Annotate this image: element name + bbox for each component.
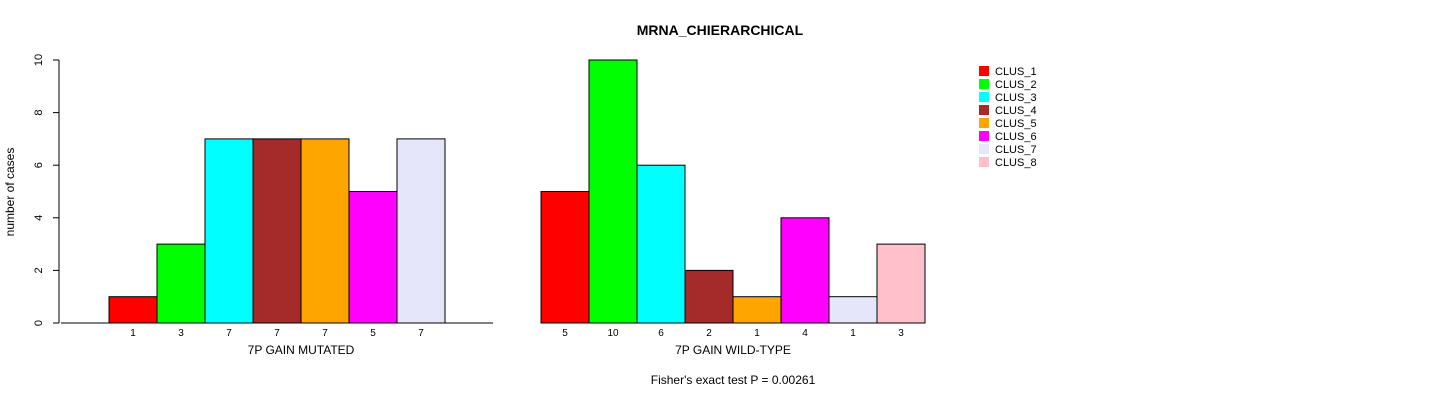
count-label: 3	[178, 328, 184, 339]
bar-wild-type-clus-5	[732, 296, 782, 324]
legend-label: CLUS_6	[995, 131, 1037, 143]
chart-title: MRNA_CHIERARCHICAL	[637, 22, 804, 38]
legend-swatch	[979, 118, 989, 128]
legend-label: CLUS_3	[995, 92, 1037, 104]
y-axis: 0 2 4 6 8 10	[33, 54, 60, 326]
count-label: 2	[706, 328, 712, 339]
legend-label: CLUS_2	[995, 79, 1037, 91]
y-tick-label: 6	[33, 162, 45, 168]
bar-mutated-clus-1	[108, 296, 158, 324]
y-tick-label: 8	[33, 110, 45, 116]
fisher-test-footer: Fisher's exact test P = 0.00261	[651, 373, 816, 387]
bar-mutated-clus-5	[300, 138, 350, 324]
bar-wild-type-clus-4	[684, 269, 734, 324]
legend-swatch	[979, 92, 989, 102]
y-tick-label: 0	[33, 320, 45, 326]
bar-wild-type-clus-7	[828, 296, 878, 324]
bar-mutated-clus-4	[252, 138, 302, 324]
count-label: 1	[754, 328, 760, 339]
count-label: 7	[274, 328, 280, 339]
count-label: 4	[802, 328, 808, 339]
bars: 1 3 7 7 7 5 7 5 10 6 2 1 4 1 3	[61, 59, 926, 339]
legend-swatch	[979, 131, 989, 141]
legend-swatch	[979, 79, 989, 89]
bar-mutated-clus-2	[156, 243, 206, 324]
legend: CLUS_1CLUS_2CLUS_3CLUS_4CLUS_5CLUS_6CLUS…	[979, 66, 1037, 169]
x-label-wild-type: 7P GAIN WILD-TYPE	[675, 343, 791, 357]
legend-swatch	[979, 157, 989, 167]
y-axis-label: number of cases	[3, 148, 17, 237]
legend-swatch	[979, 66, 989, 76]
y-tick-label: 4	[33, 215, 45, 221]
bar-mutated-clus-3	[204, 138, 254, 324]
legend-label: CLUS_8	[995, 157, 1037, 169]
count-label: 1	[850, 328, 856, 339]
bar-wild-type-clus-2	[588, 59, 638, 324]
legend-swatch	[979, 144, 989, 154]
count-label: 7	[418, 328, 424, 339]
bar-mutated-clus-7	[396, 138, 446, 324]
y-tick-label: 2	[33, 267, 45, 273]
count-label: 10	[607, 328, 619, 339]
x-label-mutated: 7P GAIN MUTATED	[248, 343, 355, 357]
bar-wild-type-clus-8	[876, 243, 926, 324]
count-label: 5	[562, 328, 568, 339]
count-label: 3	[898, 328, 904, 339]
count-label: 6	[658, 328, 664, 339]
legend-label: CLUS_7	[995, 144, 1037, 156]
bar-wild-type-clus-1	[540, 191, 590, 324]
bar-wild-type-clus-6	[780, 217, 830, 324]
legend-label: CLUS_4	[995, 105, 1037, 117]
bar-mutated-clus-6	[348, 191, 398, 324]
legend-label: CLUS_5	[995, 118, 1037, 130]
y-tick-label: 10	[33, 54, 45, 66]
count-label: 5	[370, 328, 376, 339]
legend-label: CLUS_1	[995, 66, 1037, 78]
count-label: 7	[322, 328, 328, 339]
count-label: 7	[226, 328, 232, 339]
legend-swatch	[979, 105, 989, 115]
count-label: 1	[130, 328, 136, 339]
bar-wild-type-clus-3	[636, 164, 686, 324]
